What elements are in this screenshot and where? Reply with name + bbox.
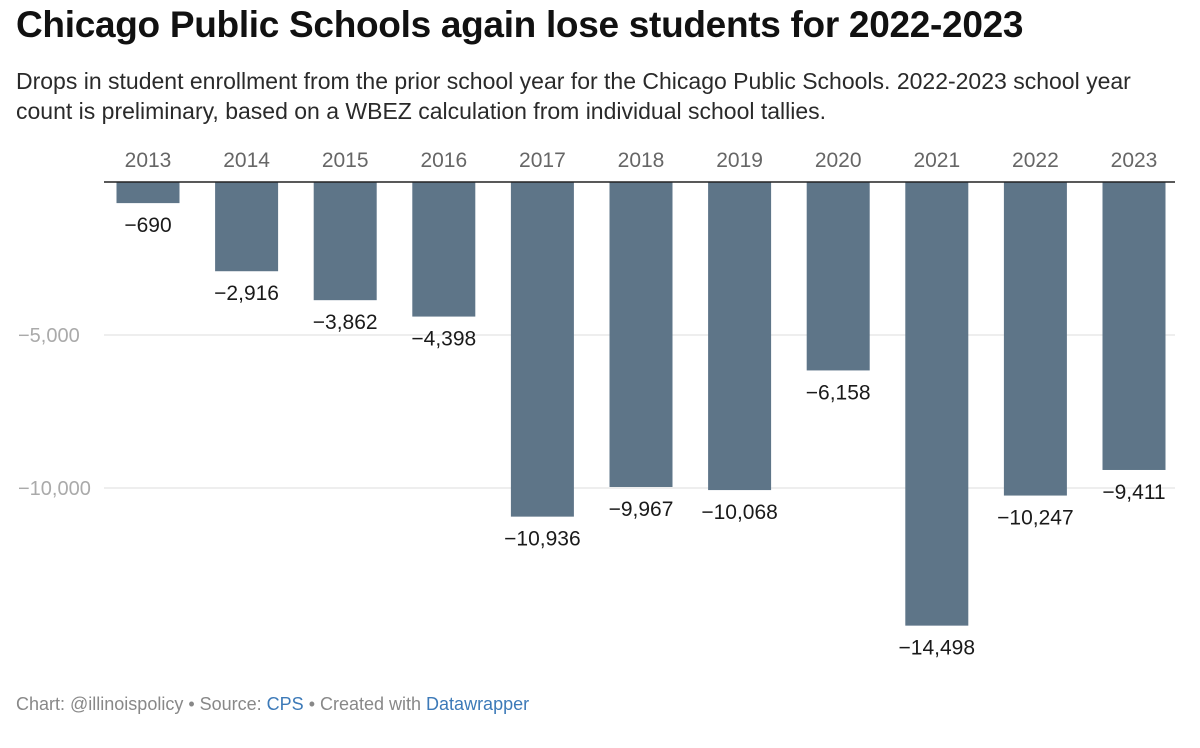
data-label: −14,498 — [899, 637, 976, 660]
chart-footer: Chart: @illinoispolicy • Source: CPS • C… — [16, 694, 529, 715]
bar-2013 — [116, 182, 180, 204]
source-link[interactable]: CPS — [266, 694, 304, 714]
data-label: −4,398 — [411, 328, 476, 351]
x-tick-label: 2013 — [125, 149, 172, 172]
bar-2014 — [215, 182, 279, 272]
data-label: −10,068 — [701, 501, 778, 524]
x-tick-label: 2017 — [519, 149, 566, 172]
bar-2023 — [1102, 182, 1166, 470]
x-tick-label: 2023 — [1111, 149, 1158, 172]
data-label: −2,916 — [214, 282, 279, 305]
y-tick-label: −5,000 — [18, 325, 80, 347]
data-label: −10,247 — [997, 507, 1074, 530]
data-label: −9,967 — [609, 498, 674, 521]
data-label: −6,158 — [806, 381, 871, 404]
datawrapper-link[interactable]: Datawrapper — [426, 694, 530, 714]
x-tick-label: 2018 — [618, 149, 665, 172]
y-tick-label: −10,000 — [18, 478, 91, 500]
bar-2016 — [412, 182, 476, 317]
bar-2018 — [609, 182, 673, 487]
bar-chart: −5,000 −10,000 2013 −690 2014 −2,916 2015 −3,86… — [18, 149, 1175, 660]
bar-2017 — [510, 182, 574, 517]
x-tick-label: 2016 — [420, 149, 467, 172]
data-label: −690 — [124, 214, 171, 237]
x-tick-label: 2022 — [1012, 149, 1059, 172]
data-label: −3,862 — [313, 311, 378, 334]
bar-2022 — [1003, 182, 1067, 496]
x-tick-label: 2020 — [815, 149, 862, 172]
bar-2021 — [905, 182, 969, 626]
bar-2019 — [708, 182, 772, 491]
x-tick-label: 2015 — [322, 149, 369, 172]
x-tick-label: 2021 — [913, 149, 960, 172]
x-tick-label: 2019 — [716, 149, 763, 172]
footer-created: • Created with — [303, 694, 427, 714]
footer-credit: Chart: @illinoispolicy • Source: — [16, 694, 267, 714]
x-tick-label: 2014 — [223, 149, 270, 172]
data-label: −9,411 — [1102, 481, 1165, 504]
chart-title: Chicago Public Schools again lose studen… — [16, 4, 1024, 45]
bar-2020 — [806, 182, 870, 371]
bar-2015 — [313, 182, 377, 301]
data-label: −10,936 — [504, 528, 581, 551]
chart-subtitle: Drops in student enrollment from the pri… — [16, 68, 1131, 124]
